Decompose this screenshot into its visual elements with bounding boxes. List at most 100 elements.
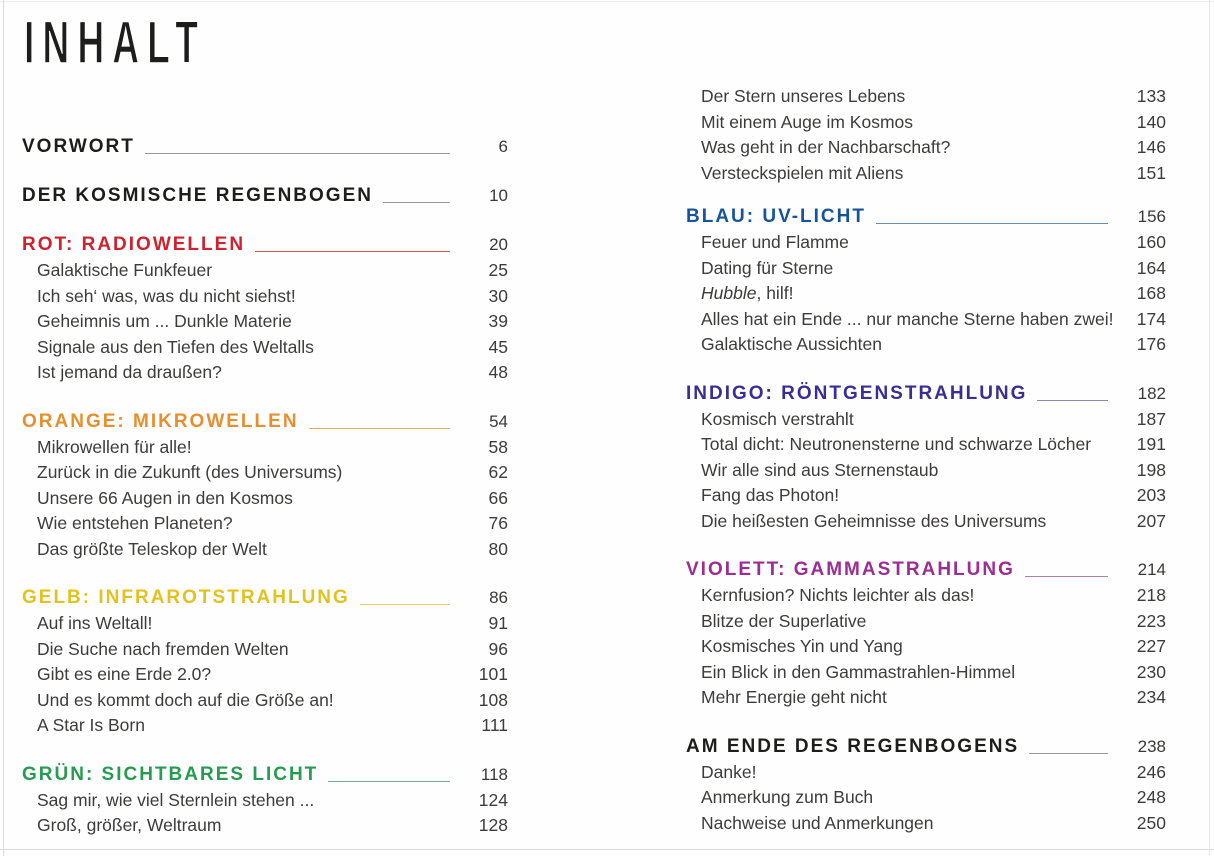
toc-entry: Ein Blick in den Gammastrahlen-Himmel 230 [686, 660, 1166, 686]
toc-section-violett-gammastrahlung: VIOLETT: GAMMASTRAHLUNG 214 Kernfusion? Ni… [686, 555, 1166, 711]
section-heading-label: ORANGE: MIKROWELLEN [22, 410, 299, 432]
page-title: INHALT INHALT [24, 12, 324, 73]
section-leader-rule [1029, 752, 1108, 754]
section-heading-label: VORWORT [22, 136, 135, 157]
toc-entry-title: Auf ins Weltall! [37, 613, 153, 633]
toc-entry-page-number: 76 [488, 513, 508, 533]
toc-entry: Wir alle sind aus Sternenstaub 198 [686, 458, 1166, 484]
toc-entry-page-number: 45 [488, 336, 508, 357]
section-leader-rule [308, 427, 450, 429]
section-leader-rule [255, 251, 450, 252]
toc-entry-title: Ich seh‘ was, was du nicht siehst! [37, 285, 296, 306]
page-edge-right [1209, 0, 1210, 856]
toc-entry-page-number: 234 [1136, 687, 1166, 707]
toc-entry-page-number: 30 [488, 285, 508, 306]
toc-section-gruen-sichtbares-licht-fortsetzung: Der Stern unseres Lebens 133 Mit einem Aug… [686, 84, 1166, 186]
toc-entry: Geheimnis um ... Dunkle Materie 39 [22, 309, 508, 335]
toc-entry: Auf ins Weltall! 91 [22, 611, 508, 637]
toc-entry: Alles hat ein Ende ... nur manche Sterne… [686, 307, 1166, 333]
toc-entry-page-number: 66 [488, 487, 508, 508]
section-heading-indigo-roentgenstrahlung: INDIGO: RÖNTGENSTRAHLUNG 182 [686, 379, 1166, 407]
section-leader-rule [328, 780, 450, 782]
toc-entry-title: Was geht in der Nachbarschaft? [701, 137, 951, 157]
section-page-number: 6 [498, 137, 508, 156]
toc-entry-page-number: 48 [488, 362, 508, 382]
toc-entry-title: Unsere 66 Augen in den Kosmos [37, 487, 293, 508]
toc-entry: Fang das Photon! 203 [686, 483, 1166, 509]
section-page-number: 118 [480, 764, 508, 784]
section-page-number: 20 [489, 235, 508, 254]
toc-entry-page-number: 207 [1136, 510, 1166, 531]
toc-entry: Sag mir, wie viel Sternlein stehen ... 12… [22, 788, 508, 814]
section-leader-rule [382, 202, 450, 203]
toc-entry-page-number: 96 [488, 638, 508, 659]
toc-section-der-kosmische-regenbogen: DER KOSMISCHE REGENBOGEN 10 [22, 181, 508, 209]
section-heading-der-kosmische-regenbogen: DER KOSMISCHE REGENBOGEN 10 [22, 181, 508, 209]
toc-entry-page-number: 39 [488, 311, 508, 331]
toc-entry: Signale aus den Tiefen des Weltalls 45 [22, 335, 508, 361]
toc-entry-title: Die Suche nach fremden Welten [37, 638, 289, 659]
section-heading-label: INDIGO: RÖNTGENSTRAHLUNG [686, 382, 1028, 404]
toc-entry-page-number: 25 [488, 260, 508, 280]
section-page-number: 182 [1137, 383, 1166, 403]
toc-entry-title: Sag mir, wie viel Sternlein stehen ... [37, 789, 315, 810]
toc-entry-page-number: 248 [1136, 787, 1166, 807]
toc-entry-page-number: 124 [478, 789, 508, 810]
toc-entry: Groß, größer, Weltraum 128 [22, 813, 508, 839]
toc-entry-page-number: 230 [1136, 661, 1166, 682]
section-heading-rot-radiowellen: ROT: RADIOWELLEN 20 [22, 230, 508, 258]
toc-entry-page-number: 174 [1136, 308, 1166, 329]
section-heading-gruen-sichtbares-licht: GRÜN: SICHTBARES LICHT 118 [22, 760, 508, 788]
section-heading-violett-gammastrahlung: VIOLETT: GAMMASTRAHLUNG 214 [686, 555, 1166, 583]
toc-entry-title: Blitze der Superlative [701, 610, 867, 631]
toc-entry: Die heißesten Geheimnisse des Universums… [686, 509, 1166, 535]
section-page-number: 54 [489, 411, 508, 431]
toc-entry-title: Dating für Sterne [701, 257, 834, 278]
toc-entry: Danke! 246 [686, 760, 1166, 786]
toc-entry-page-number: 133 [1136, 86, 1166, 106]
toc-entry: Ist jemand da draußen? 48 [22, 360, 508, 386]
section-leader-rule [359, 604, 450, 605]
section-heading-label: DER KOSMISCHE REGENBOGEN [22, 185, 373, 206]
toc-entry-title: Total dicht: Neutronensterne und schwarz… [701, 434, 1092, 454]
toc-entry-page-number: 128 [478, 815, 508, 835]
toc-entry-title: Mehr Energie geht nicht [701, 687, 887, 707]
toc-entry: A Star Is Born 111 [22, 713, 508, 739]
toc-entry: Blitze der Superlative 223 [686, 609, 1166, 635]
toc-section-vorwort: VORWORT 6 [22, 132, 508, 160]
toc-entry-page-number: 246 [1136, 761, 1166, 782]
toc-entry: Versteckspielen mit Aliens 151 [686, 161, 1166, 187]
toc-entry-page-number: 223 [1136, 610, 1166, 631]
toc-entry-title: Zurück in die Zukunft (des Universums) [37, 462, 343, 482]
toc-section-blau-uv-licht: BLAU: UV-LICHT 156 Feuer und Flamme 160 Dati… [686, 202, 1166, 358]
toc-entry-page-number: 108 [478, 689, 508, 710]
toc-entry-title: Groß, größer, Weltraum [37, 815, 222, 835]
toc-entry-title: Wie entstehen Planeten? [37, 513, 233, 533]
toc-entry: Kernfusion? Nichts leichter als das! 218 [686, 583, 1166, 609]
section-leader-rule [1037, 399, 1108, 401]
toc-section-orange-mikrowellen: ORANGE: MIKROWELLEN 54 Mikrowellen für all… [22, 407, 508, 563]
toc-entry: Mit einem Auge im Kosmos 140 [686, 110, 1166, 136]
page-title-text: INHALT [24, 9, 206, 76]
toc-entry: Kosmisch verstrahlt 187 [686, 407, 1166, 433]
toc-entry-page-number: 250 [1136, 812, 1166, 833]
toc-entry: Hubble, hilf! 168 [686, 281, 1166, 307]
section-heading-label: AM ENDE DES REGENBOGENS [686, 735, 1020, 757]
toc-entry-page-number: 62 [488, 462, 508, 482]
toc-entry-title: Mit einem Auge im Kosmos [701, 111, 914, 132]
toc-entry-page-number: 218 [1136, 585, 1166, 605]
section-page-number: 86 [489, 588, 508, 607]
toc-entry: Nachweise und Anmerkungen 250 [686, 811, 1166, 837]
section-heading-vorwort: VORWORT 6 [22, 132, 508, 160]
section-leader-rule [144, 153, 450, 154]
toc-entry: Gibt es eine Erde 2.0? 101 [22, 662, 508, 688]
toc-entry: Galaktische Funkfeuer 25 [22, 258, 508, 284]
toc-entry-title: Danke! [701, 761, 757, 782]
toc-entry-title: Gibt es eine Erde 2.0? [37, 664, 212, 684]
toc-entry-title: Wir alle sind aus Sternenstaub [701, 459, 939, 480]
toc-section-rot-radiowellen: ROT: RADIOWELLEN 20 Galaktische Funkfeuer 2… [22, 230, 508, 386]
section-leader-rule [875, 223, 1108, 224]
toc-entry: Dating für Sterne 164 [686, 256, 1166, 282]
toc-right-column: Der Stern unseres Lebens 133 Mit einem Aug… [686, 0, 1166, 856]
